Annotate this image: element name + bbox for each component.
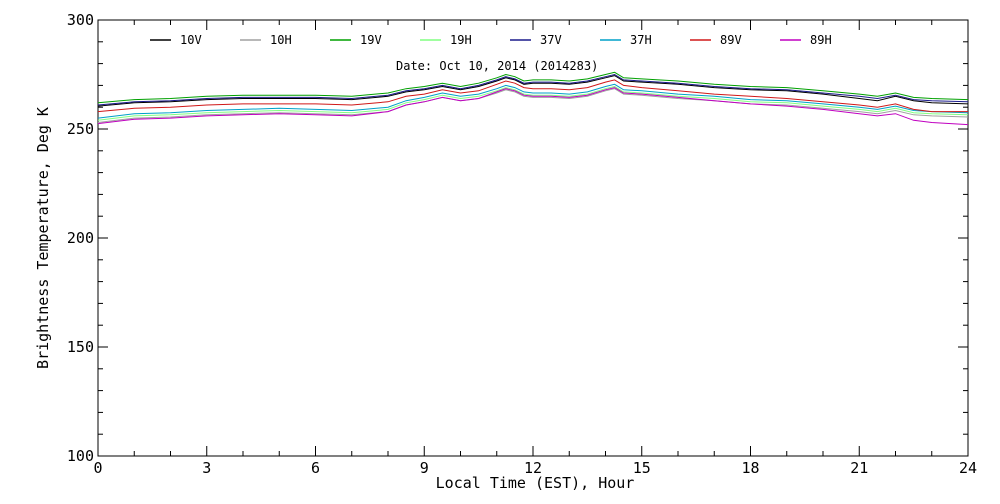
y-tick-label: 100 [67, 447, 94, 465]
legend-label-89h: 89H [810, 33, 832, 47]
x-axis-title: Local Time (EST), Hour [436, 474, 635, 492]
x-tick-label: 6 [311, 459, 320, 477]
x-tick-label: 3 [202, 459, 211, 477]
y-tick-label: 200 [67, 229, 94, 247]
y-tick-label: 250 [67, 120, 94, 138]
legend-label-10v: 10V [180, 33, 202, 47]
legend-label-37h: 37H [630, 33, 652, 47]
x-tick-label: 0 [93, 459, 102, 477]
series-layer [97, 71, 969, 126]
legend-label-10h: 10H [270, 33, 292, 47]
x-tick-label: 12 [524, 459, 542, 477]
x-tick-label: 21 [850, 459, 868, 477]
y-axis-title: Brightness Temperature, Deg K [34, 107, 52, 369]
series-line-37v [97, 73, 969, 106]
series-line-10v [97, 75, 969, 107]
legend-label-37v: 37V [540, 33, 562, 47]
ticks-layer: 0 3 6 9 12 15 18 21 24 100 150 200 250 300 [67, 11, 977, 477]
plot-frame [97, 19, 969, 457]
series-line-37h [97, 83, 969, 119]
series-line-89h [97, 87, 969, 126]
x-tick-label: 15 [633, 459, 651, 477]
series-line-10h [97, 88, 969, 123]
x-tick-label: 24 [959, 459, 977, 477]
legend: 10V 10H 19V 19H 37V 37H 89V 89H [150, 33, 832, 47]
x-tick-label: 18 [741, 459, 759, 477]
legend-label-19v: 19V [360, 33, 382, 47]
legend-label-19h: 19H [450, 33, 472, 47]
series-line-19v [97, 71, 969, 104]
series-line-89v [97, 79, 968, 113]
series-line-19h [97, 85, 969, 121]
legend-label-89v: 89V [720, 33, 742, 47]
y-tick-label: 300 [67, 11, 94, 29]
x-tick-label: 9 [420, 459, 429, 477]
y-tick-label: 150 [67, 338, 94, 356]
chart-annotation: Date: Oct 10, 2014 (2014283) [396, 59, 598, 73]
